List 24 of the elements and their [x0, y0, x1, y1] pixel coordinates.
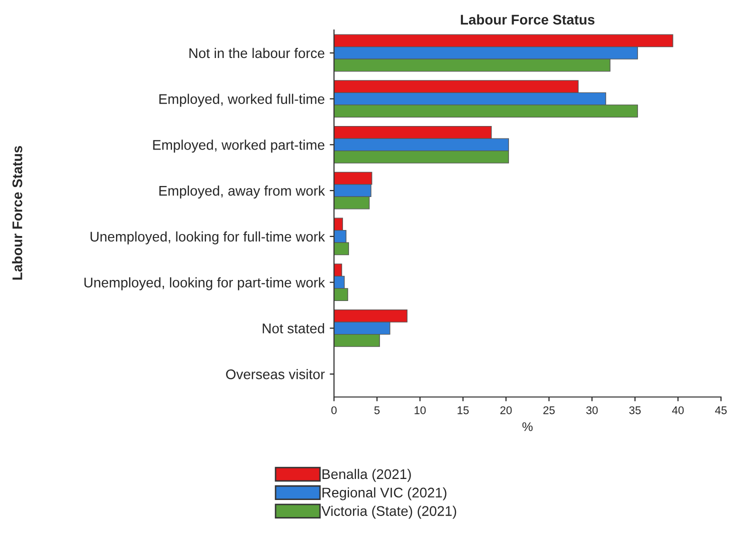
y-tick-label: Employed, worked full-time — [159, 94, 324, 107]
legend-label: Regional VIC (2021) — [322, 487, 446, 500]
x-tick-label: 0 — [331, 406, 337, 414]
x-axis-title: % — [522, 422, 533, 432]
y-tick-label: Overseas visitor — [226, 369, 325, 380]
x-tick-label: 45 — [715, 406, 727, 414]
x-tick-label: 35 — [629, 406, 641, 414]
chart-title: Labour Force Status — [460, 14, 594, 25]
y-tick-label: Unemployed, looking for part-time work — [84, 277, 326, 290]
x-tick-label: 25 — [543, 406, 555, 414]
y-tick-label: Employed, worked part-time — [153, 140, 324, 153]
x-tick-label: 15 — [458, 406, 469, 414]
y-tick-label: Unemployed, looking for full-time work — [90, 231, 326, 244]
y-tick-label: Not in the labour force — [189, 48, 324, 58]
y-tick-label: Not stated — [262, 323, 324, 334]
x-tick-label: 20 — [500, 406, 512, 414]
y-tick-label: Employed, away from work — [159, 186, 325, 198]
x-tick-label: 5 — [374, 406, 380, 414]
y-axis-title: Labour Force Status — [12, 146, 22, 280]
legend-label: Victoria (State) (2021) — [321, 506, 456, 519]
x-tick-label: 10 — [414, 406, 426, 414]
x-tick-label: 30 — [586, 406, 598, 414]
x-tick-label: 40 — [672, 406, 684, 414]
legend-label: Benalla (2021) — [322, 468, 411, 482]
